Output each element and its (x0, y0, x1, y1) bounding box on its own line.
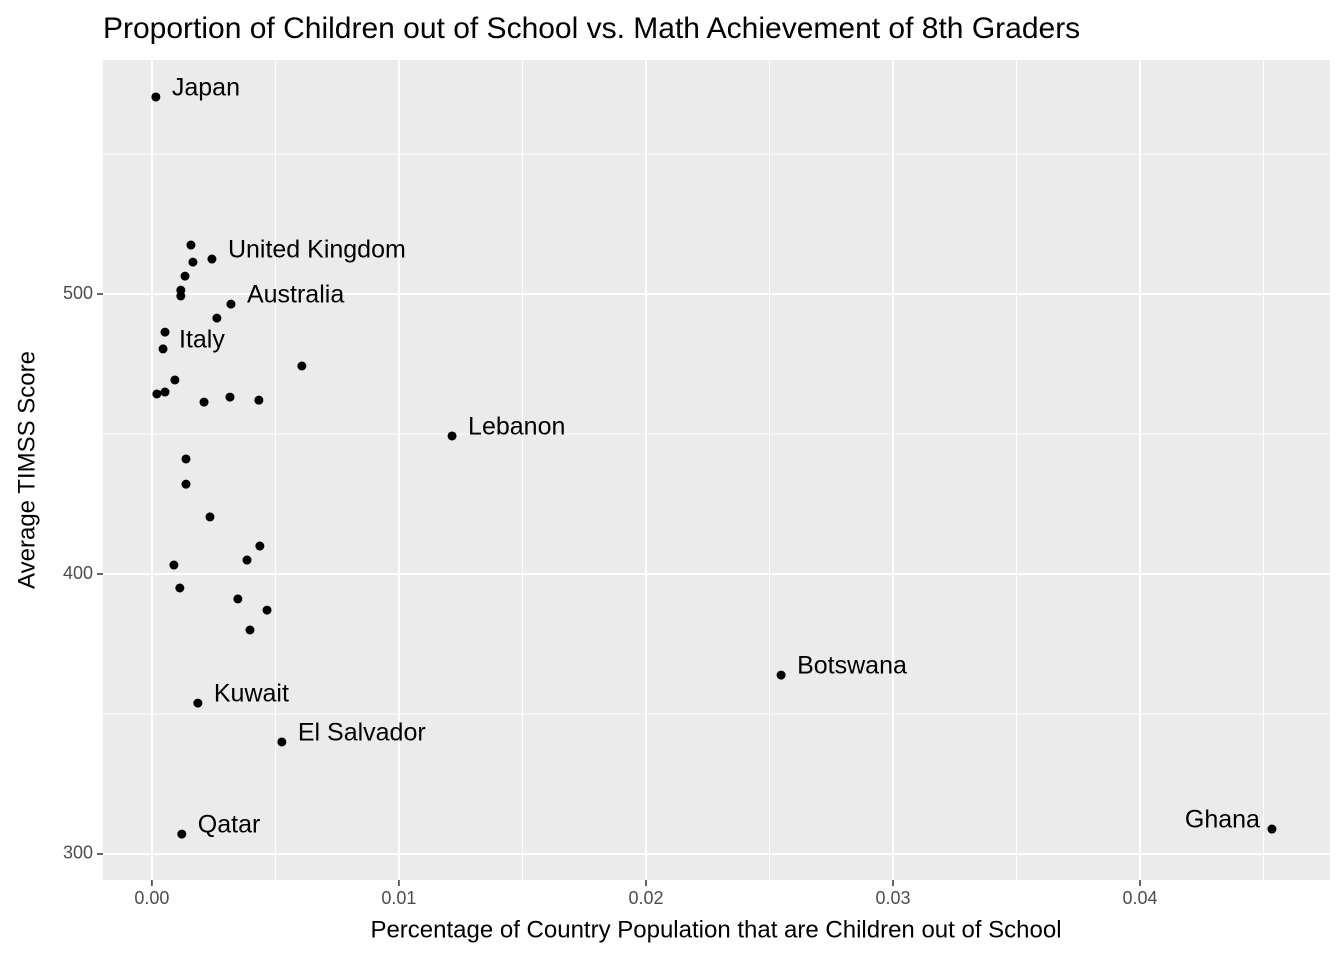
point (181, 479, 191, 489)
point-label: Italy (179, 326, 225, 354)
point-label: Kuwait (214, 680, 289, 708)
marks: Japan United Kingdom Australia Italy Lebanon… (151, 74, 1277, 839)
point-label: El Salvador (298, 719, 426, 747)
x-tick-label: 0.02 (628, 888, 663, 908)
x-tick-label: 0.00 (134, 888, 169, 908)
point-label: Australia (247, 281, 344, 309)
point (212, 313, 222, 323)
point (297, 361, 307, 371)
y-tick-label: 300 (63, 843, 93, 863)
point (181, 454, 191, 464)
point (158, 344, 168, 354)
point (151, 92, 161, 102)
x-tick-label: 0.01 (381, 888, 416, 908)
point (160, 327, 170, 337)
point (225, 392, 235, 402)
point (175, 583, 185, 593)
x-tick-label: 0.03 (875, 888, 910, 908)
point (245, 625, 255, 635)
x-axis-title: Percentage of Country Population that ar… (370, 916, 1061, 943)
point (188, 257, 198, 267)
point (152, 389, 162, 399)
point-label: Ghana (1185, 806, 1260, 834)
point (160, 387, 170, 397)
y-axis-title: Average TIMSS Score (13, 351, 40, 589)
point (199, 397, 209, 407)
grid (103, 60, 1330, 880)
point-label: Botswana (797, 652, 907, 680)
point (205, 512, 215, 522)
y-tick-label: 500 (63, 283, 93, 303)
point (255, 541, 265, 551)
point (262, 605, 272, 615)
point (193, 698, 203, 708)
point (169, 560, 179, 570)
point (226, 299, 236, 309)
point (180, 271, 190, 281)
point (447, 431, 457, 441)
point (277, 737, 287, 747)
point-label: Japan (172, 74, 240, 102)
chart-title: Proportion of Children out of School vs.… (103, 12, 1080, 45)
x-tick-label: 0.04 (1123, 888, 1158, 908)
point (254, 395, 264, 405)
point (776, 670, 786, 680)
point (176, 291, 186, 301)
y-tick-label: 400 (63, 563, 93, 583)
point-label: United Kingdom (228, 236, 406, 264)
panel-background (103, 60, 1330, 880)
point (242, 555, 252, 565)
point (177, 829, 187, 839)
point-label: Lebanon (468, 413, 565, 441)
point (233, 594, 243, 604)
point (170, 375, 180, 385)
point (186, 240, 196, 250)
point-label: Qatar (198, 811, 261, 839)
point (207, 254, 217, 264)
point (1267, 824, 1277, 834)
